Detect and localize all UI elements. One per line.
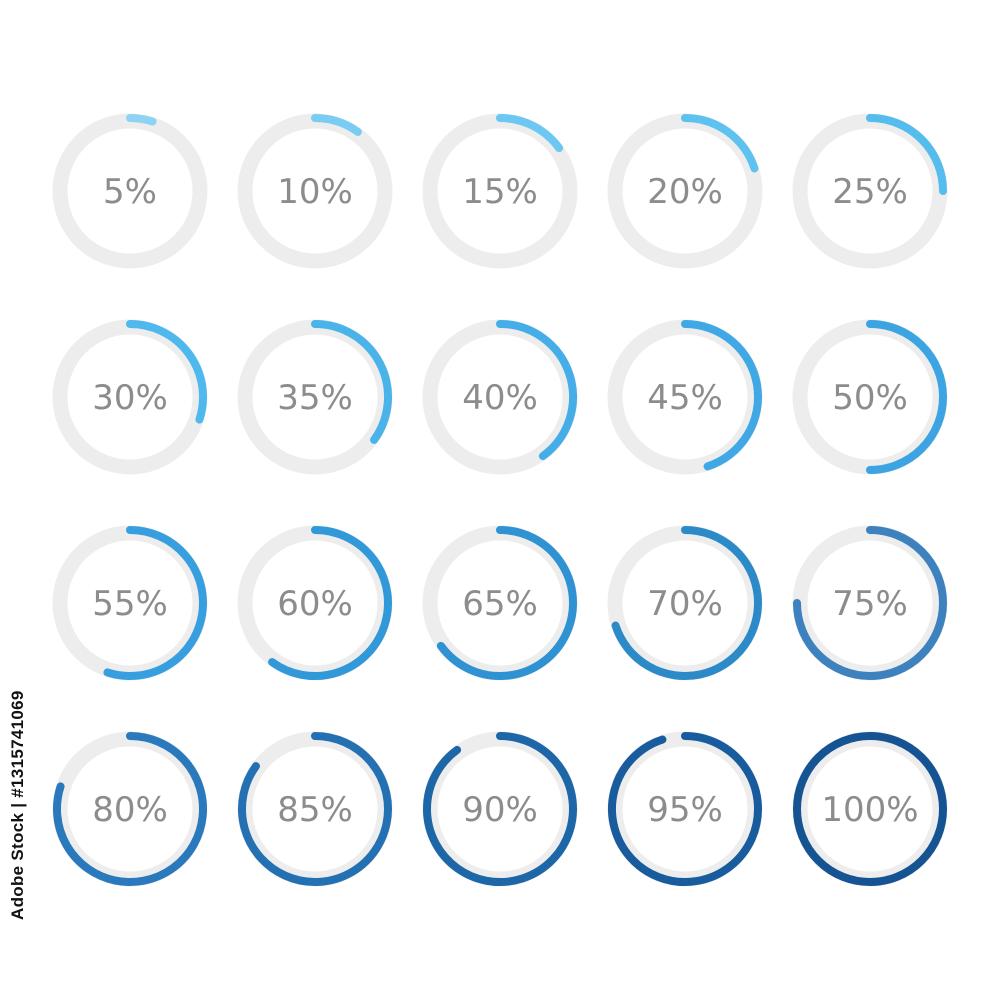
ring-progress-arc	[611, 526, 762, 680]
ring-percent-label: 80%	[92, 790, 168, 830]
progress-ring: 65%	[422, 525, 578, 681]
ring-progress-arc	[53, 732, 207, 886]
ring-percent-label: 35%	[277, 378, 353, 418]
ring-percent-label: 65%	[462, 584, 538, 624]
progress-ring: 40%	[422, 319, 578, 475]
ring-percent-label: 95%	[647, 790, 723, 830]
ring-progress-arc	[311, 114, 362, 136]
ring-percent-label: 50%	[832, 378, 908, 418]
progress-ring: 30%	[52, 319, 208, 475]
progress-ring: 25%	[792, 113, 948, 269]
ring-progress-arc	[311, 320, 392, 444]
ring-progress-arc	[423, 732, 577, 886]
ring-percent-label: 90%	[462, 790, 538, 830]
progress-ring: 55%	[52, 525, 208, 681]
ring-percent-label: 70%	[647, 584, 723, 624]
progress-ring: 75%	[792, 525, 948, 681]
ring-progress-arc	[268, 526, 392, 680]
progress-ring: 95%	[607, 731, 763, 887]
ring-percent-label: 75%	[832, 584, 908, 624]
ring-progress-arc	[866, 320, 947, 474]
ring-percent-label: 100%	[821, 790, 918, 830]
progress-ring: 45%	[607, 319, 763, 475]
progress-ring: 10%	[237, 113, 393, 269]
ring-progress-arc	[793, 526, 947, 680]
ring-progress-arc	[607, 732, 762, 886]
ring-percent-label: 10%	[277, 172, 353, 212]
progress-ring: 80%	[52, 731, 208, 887]
ring-percent-label: 40%	[462, 378, 538, 418]
ring-percent-label: 15%	[462, 172, 538, 212]
ring-progress-arc	[681, 320, 763, 471]
progress-ring: 5%	[52, 113, 208, 269]
ring-progress-arc	[496, 114, 564, 153]
stock-id-caption: Adobe Stock | #131574106​9	[0, 690, 30, 920]
ring-percent-label: 60%	[277, 584, 353, 624]
ring-percent-label: 85%	[277, 790, 353, 830]
ring-percent-label: 45%	[647, 378, 723, 418]
ring-progress-arc	[681, 114, 759, 173]
ring-percent-label: 5%	[103, 172, 157, 212]
progress-ring: 60%	[237, 525, 393, 681]
ring-progress-arc	[126, 114, 157, 126]
ring-percent-label: 30%	[92, 378, 168, 418]
ring-progress-arc	[436, 526, 577, 680]
progress-ring: 85%	[237, 731, 393, 887]
progress-ring: 50%	[792, 319, 948, 475]
ring-progress-arc	[866, 114, 947, 195]
progress-ring: 20%	[607, 113, 763, 269]
ring-percent-label: 25%	[832, 172, 908, 212]
ring-percent-label: 20%	[647, 172, 723, 212]
ring-percent-label: 55%	[92, 584, 168, 624]
progress-ring: 70%	[607, 525, 763, 681]
ring-progress-arc	[103, 526, 207, 680]
stock-id-text: Adobe Stock | #131574106​9	[8, 690, 27, 920]
ring-progress-arc	[238, 732, 392, 886]
progress-ring: 90%	[422, 731, 578, 887]
ring-progress-arc	[496, 320, 577, 461]
ring-progress-arc	[793, 732, 947, 886]
progress-ring: 35%	[237, 319, 393, 475]
progress-ring: 15%	[422, 113, 578, 269]
progress-ring: 100%	[792, 731, 948, 887]
ring-progress-arc	[126, 320, 207, 424]
